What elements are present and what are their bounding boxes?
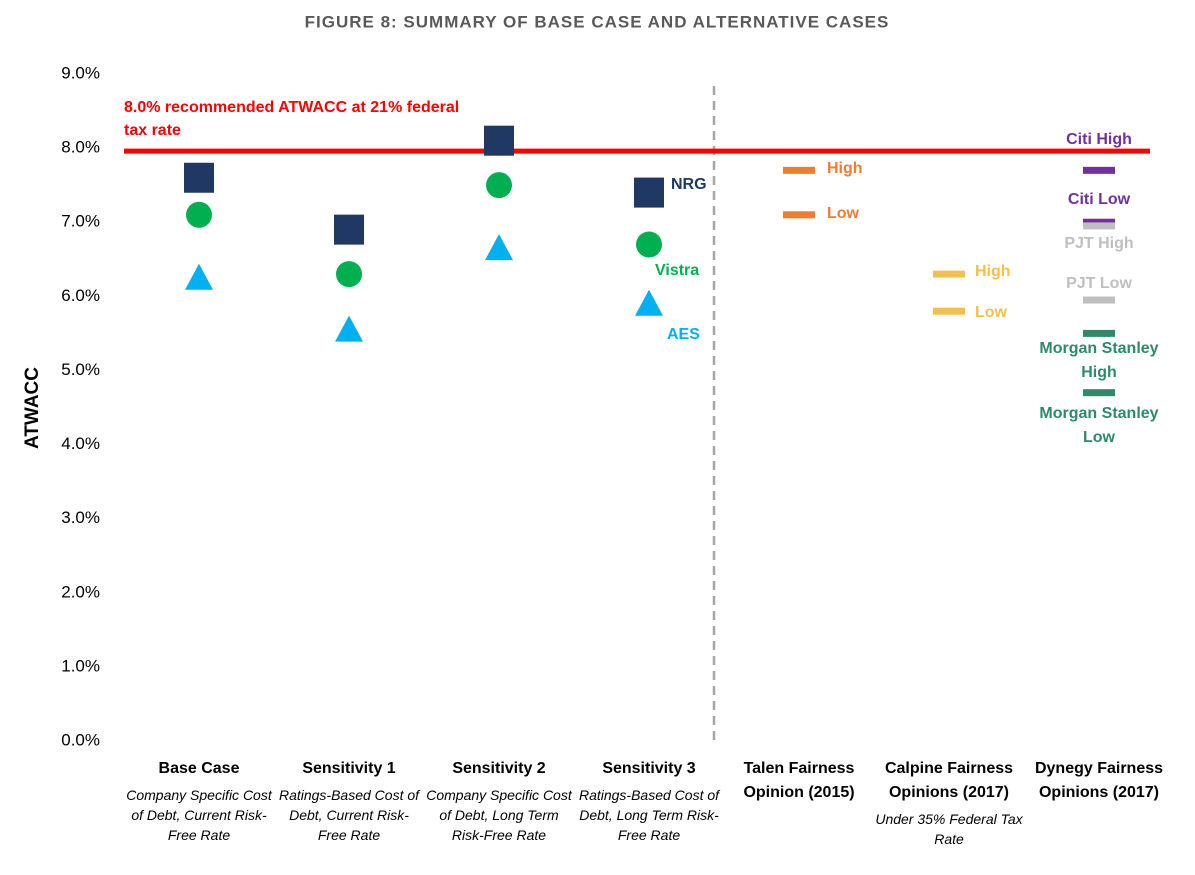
y-axis-label: ATWACC [22,367,43,449]
dash-marker [1083,329,1115,337]
series-label: Citi High [1066,131,1132,149]
square-marker [184,162,214,193]
series-label: NRG [671,175,707,193]
dash-marker [783,166,815,174]
square-marker [334,214,364,245]
category-name: Dynegy Fairness Opinions (2017) [1034,760,1164,801]
category-name: Base Case [158,760,240,777]
category-note: Ratings-Based Cost of Debt, Current Risk… [278,787,420,843]
series-label: Vistra [655,262,700,280]
triangle-marker [335,315,363,342]
dash-marker [1083,389,1115,397]
series-label: High [827,160,863,178]
series-label: PJT Low [1066,275,1132,293]
y-tick-label: 6.0% [61,286,100,305]
dash-marker [1083,296,1115,304]
y-tick-label: 9.0% [61,63,100,82]
dash-marker [783,211,815,219]
category-note: Company Specific Cost of Debt, Long Term… [426,787,572,843]
y-tick-label: 3.0% [61,508,100,527]
category-note: Ratings-Based Cost of Debt, Long Term Ri… [578,787,720,843]
dash-marker [1083,222,1115,230]
category-name: Sensitivity 1 [302,760,396,777]
x-tick-label: Base Case Company Specific Cost of Debt, … [124,757,274,845]
circle-marker [336,261,362,288]
series-label: High [975,263,1011,281]
series-label: Low [827,204,859,222]
triangle-marker [485,234,513,261]
circle-marker [636,231,662,258]
square-marker [634,177,664,208]
triangle-marker [185,263,213,290]
dash-marker [933,270,965,278]
x-tick-label: Sensitivity 1 Ratings-Based Cost of Debt,… [274,757,424,845]
dash-marker [933,307,965,315]
series-label: Morgan Stanley Low [1039,404,1159,446]
series-label: PJT High [1064,234,1134,252]
triangle-marker [635,289,663,316]
y-tick-label: 5.0% [61,360,100,379]
y-tick-label: 4.0% [61,434,100,453]
category-name: Calpine Fairness Opinions (2017) [884,760,1014,801]
reference-label: 8.0% recommended ATWACC at 21% federal t… [124,99,460,139]
x-tick-label: Talen Fairness Opinion (2015) [724,757,874,805]
y-tick-label: 8.0% [61,138,100,157]
x-tick-label: Sensitivity 2 Company Specific Cost of De… [424,757,574,845]
y-tick-label: 7.0% [61,212,100,231]
x-tick-label: Dynegy Fairness Opinions (2017) [1024,757,1174,805]
dash-marker [1083,218,1115,226]
series-label: AES [667,325,700,343]
x-tick-label: Sensitivity 3 Ratings-Based Cost of Debt,… [574,757,724,845]
category-note: Under 35% Federal Tax Rate [875,811,1023,847]
dash-marker [1083,166,1115,174]
square-marker [484,125,514,156]
category-name: Sensitivity 3 [602,760,696,777]
series-label: Low [975,304,1007,322]
category-name: Sensitivity 2 [452,760,546,777]
category-note: Company Specific Cost of Debt, Current R… [126,787,272,843]
x-tick-label: Calpine Fairness Opinions (2017) Under 35… [874,757,1024,849]
circle-marker [186,201,212,228]
circle-marker [486,172,512,199]
y-tick-label: 2.0% [61,582,100,601]
category-name: Talen Fairness Opinion (2015) [743,760,855,801]
y-tick-label: 0.0% [61,730,100,749]
chart-title: FIGURE 8: SUMMARY OF BASE CASE AND ALTER… [305,12,890,31]
series-label: Citi Low [1067,191,1131,209]
y-tick-label: 1.0% [61,656,100,675]
series-label: Morgan Stanley High [1039,340,1159,382]
